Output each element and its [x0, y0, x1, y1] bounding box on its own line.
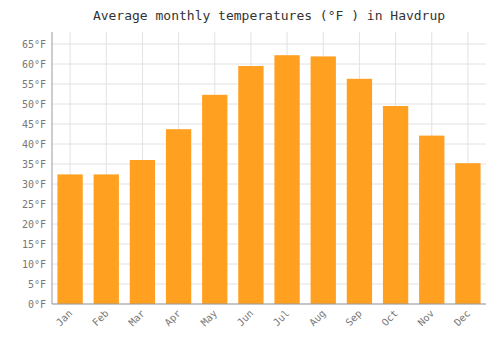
tick-label: 40°F: [22, 139, 46, 150]
grid-line: [52, 64, 486, 65]
grid-line: [52, 84, 486, 85]
tick-label: Jul: [271, 308, 292, 329]
grid-line: [52, 124, 486, 125]
tick-label: 45°F: [22, 119, 46, 130]
title: Average monthly temperatures (°F ) in Ha…: [93, 8, 445, 23]
tick-label: Mar: [126, 308, 147, 329]
grid-line: [52, 44, 486, 45]
y-axis-line: [52, 32, 53, 304]
x-axis-line: [52, 304, 486, 305]
bars: [57, 55, 480, 304]
y-axis: 0°F 5°F 10°F 15°F 20°F 25°F 30°F 35°F 40°F 45°F 50…: [22, 39, 486, 310]
tick-label: May: [199, 308, 220, 329]
bar: [455, 163, 480, 304]
tick-label: Jan: [54, 308, 75, 329]
x-axis: Jan Feb Mar Apr May Jun Jul Aug Sep Oct Nov Dec: [54, 308, 472, 329]
tick-label: 55°F: [22, 79, 46, 90]
tick-label: Nov: [416, 308, 437, 329]
bar: [130, 160, 155, 304]
tick-label: 25°F: [22, 199, 46, 210]
tick-label: 5°F: [28, 279, 46, 290]
bar: [94, 174, 119, 304]
tick-label: 20°F: [22, 219, 46, 230]
tick-label: Aug: [307, 308, 328, 329]
tick-label: Sep: [343, 308, 364, 329]
tick-label: 10°F: [22, 259, 46, 270]
tick-label: 30°F: [22, 179, 46, 190]
tick-label: Apr: [162, 308, 183, 329]
bar: [202, 95, 227, 304]
tick-label: Dec: [452, 308, 473, 329]
tick-label: 50°F: [22, 99, 46, 110]
bar: [57, 174, 82, 304]
bar: [347, 79, 372, 304]
bar: [238, 66, 263, 304]
tick-label: 65°F: [22, 39, 46, 50]
tick-label: 60°F: [22, 59, 46, 70]
chart: Average monthly temperatures (°F ) in Ha…: [0, 0, 500, 350]
bar: [166, 129, 191, 304]
tick-label: 35°F: [22, 159, 46, 170]
tick-label: 15°F: [22, 239, 46, 250]
bar: [383, 106, 408, 304]
grid-line: [52, 304, 486, 305]
bar: [419, 136, 444, 304]
bar: [311, 56, 336, 304]
tick-label: Feb: [90, 308, 111, 329]
bar: [274, 55, 299, 304]
tick-label: Oct: [379, 308, 400, 329]
tick-label: 0°F: [28, 299, 46, 310]
grid-line: [52, 104, 486, 105]
tick-label: Jun: [235, 308, 256, 329]
